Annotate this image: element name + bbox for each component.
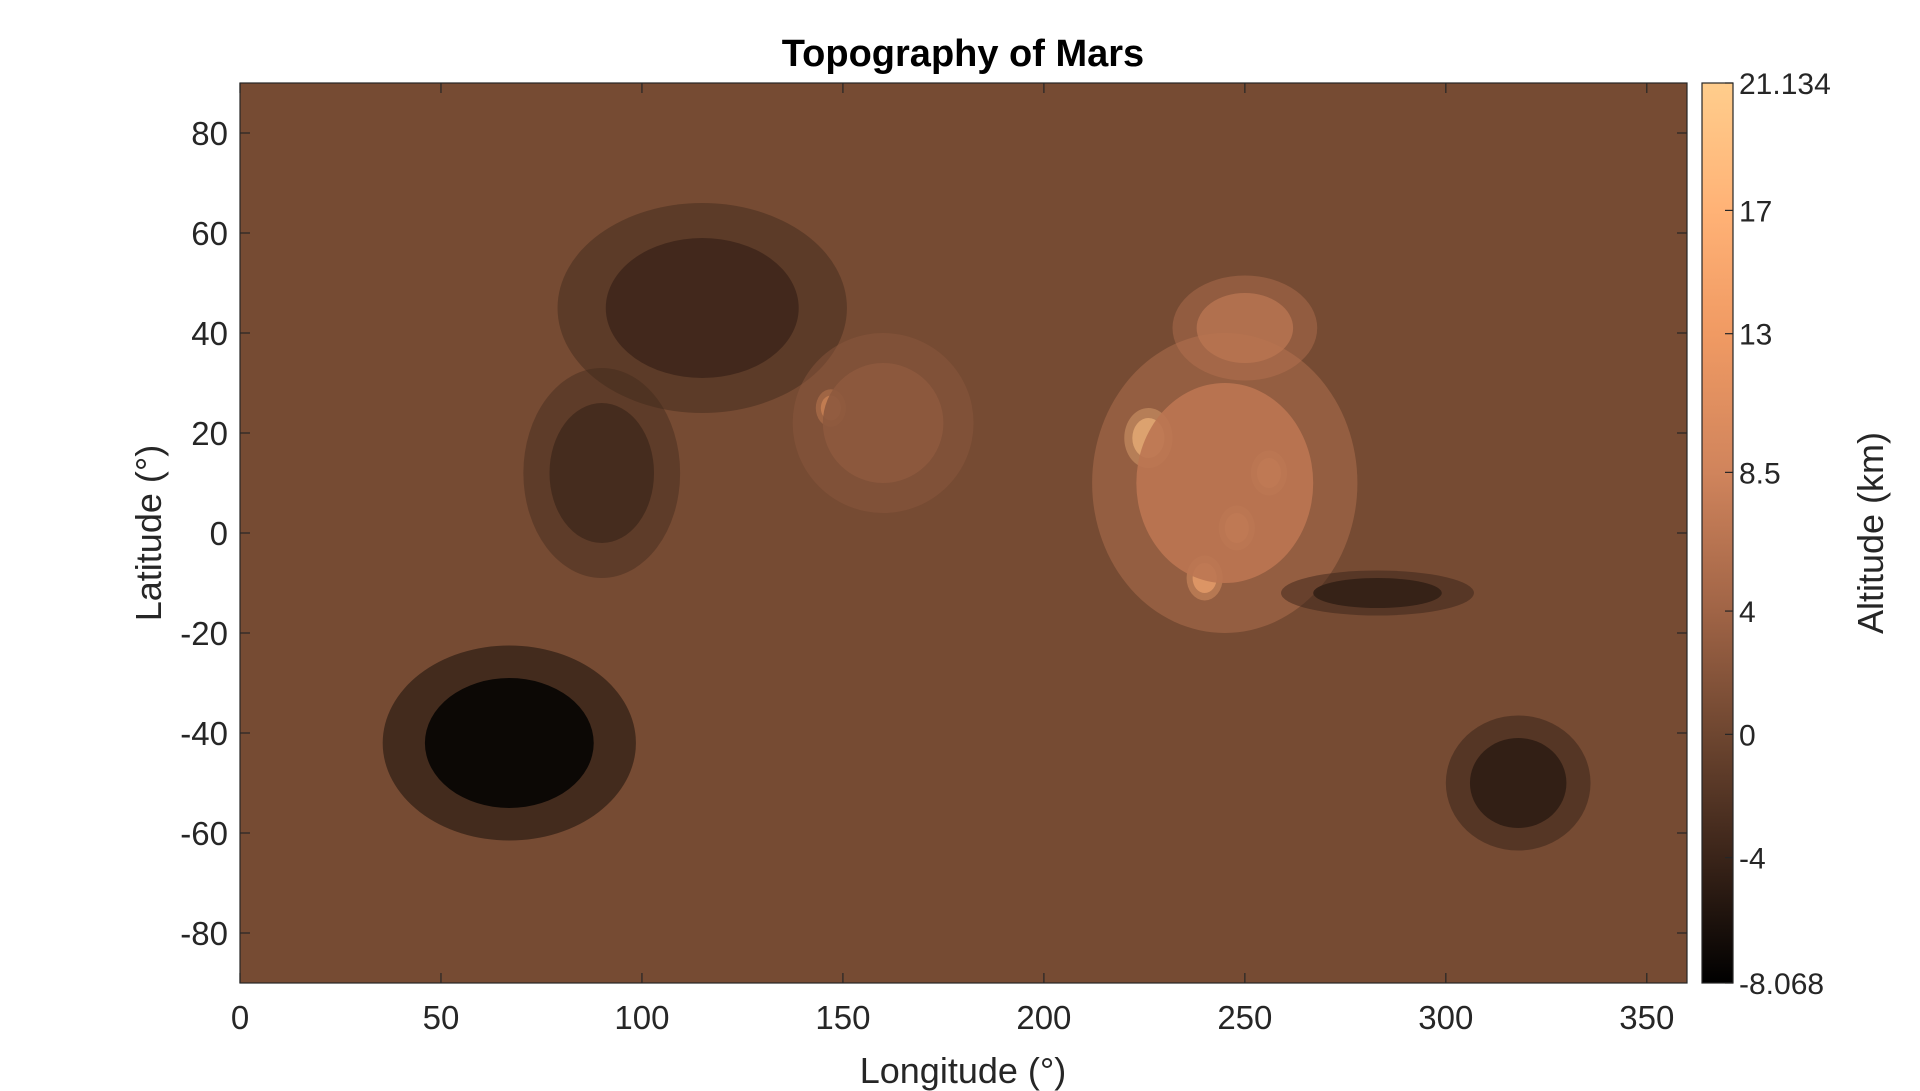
colorbar-scale (1701, 82, 1734, 984)
terrain-feature (1445, 715, 1591, 851)
colorbar-tick-label: 17 (1739, 195, 1772, 228)
y-axis-title: Latitude (°) (128, 445, 169, 621)
terrain-feature (382, 645, 636, 841)
y-tick-label: -80 (180, 915, 228, 952)
y-axis-ticks: 80 60 40 20 0 -20 -40 -60 -80 (180, 115, 1687, 952)
y-tick-label: 80 (191, 115, 228, 152)
terrain-feature (1172, 275, 1318, 381)
chart-title: Topography of Mars (782, 33, 1144, 75)
terrain-feature (1092, 333, 1358, 633)
plot-area (240, 83, 1687, 983)
heatmap-features (382, 203, 1591, 851)
x-tick-label: 300 (1418, 999, 1473, 1036)
y-tick-label: 20 (191, 415, 228, 452)
heatmap-background (240, 83, 1687, 983)
y-tick-label: -20 (180, 615, 228, 652)
colorbar-tick-label: -4 (1739, 843, 1766, 876)
y-tick-label: 60 (191, 215, 228, 252)
colorbar-ticks: 21.134 17 13 8.5 4 0 -4 -8.068 (1725, 68, 1831, 1001)
colorbar: 21.134 17 13 8.5 4 0 -4 -8.068 Altitude (km) (1701, 68, 1891, 1001)
y-tick-label: 0 (210, 515, 228, 552)
x-tick-label: 100 (614, 999, 669, 1036)
colorbar-tick-label: 13 (1739, 319, 1772, 352)
x-tick-label: 150 (815, 999, 870, 1036)
x-tick-label: 200 (1016, 999, 1071, 1036)
y-tick-label: -40 (180, 715, 228, 752)
y-tick-label: -60 (180, 815, 228, 852)
y-tick-label: 40 (191, 315, 228, 352)
x-axis-ticks: 0 50 100 150 200 250 300 350 (231, 83, 1674, 1036)
x-tick-label: 350 (1619, 999, 1674, 1036)
x-tick-label: 250 (1217, 999, 1272, 1036)
colorbar-tick-label: -8.068 (1739, 968, 1824, 1001)
colorbar-tick-label: 21.134 (1739, 68, 1831, 101)
x-tick-label: 0 (231, 999, 249, 1036)
terrain-feature (557, 203, 847, 413)
terrain-feature (1281, 570, 1474, 616)
terrain-feature (523, 368, 681, 578)
terrain-feature (792, 333, 974, 513)
colorbar-tick-label: 4 (1739, 596, 1756, 629)
colorbar-title: Altitude (km) (1850, 432, 1891, 634)
colorbar-tick-label: 8.5 (1739, 457, 1781, 490)
x-axis-title: Longitude (°) (860, 1050, 1067, 1091)
colorbar-tick-label: 0 (1739, 719, 1756, 752)
x-tick-label: 50 (423, 999, 460, 1036)
